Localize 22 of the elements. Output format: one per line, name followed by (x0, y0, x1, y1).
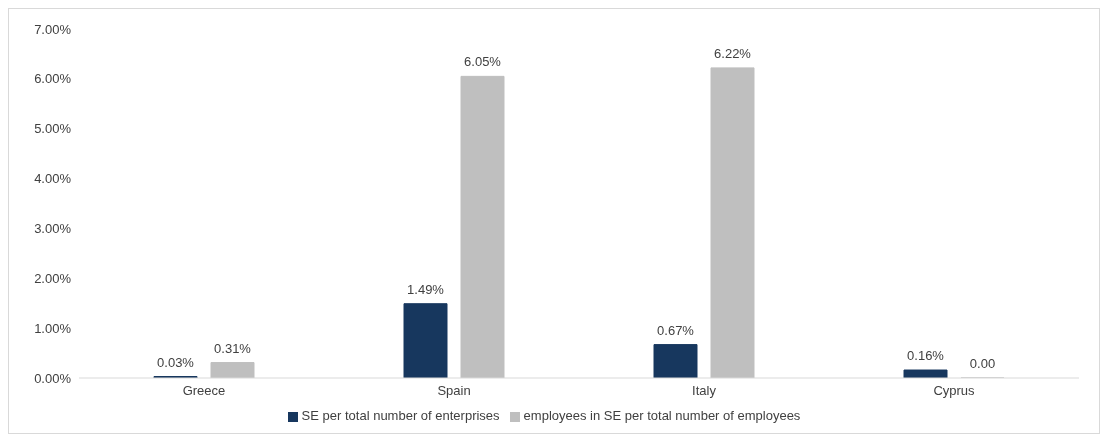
legend-label: employees in SE per total number of employees (523, 408, 801, 423)
y-tick-label: 3.00% (34, 221, 72, 237)
y-tick-label: 2.00% (34, 270, 72, 286)
data-label: 0.00 (969, 356, 996, 371)
x-tick-label: Spain (437, 383, 471, 399)
data-label: 6.05% (464, 54, 502, 70)
data-label: 0.31% (214, 340, 252, 356)
y-tick-label: 1.00% (34, 320, 72, 336)
y-tick-label: 5.00% (34, 121, 72, 137)
legend-label: SE per total number of enterprises (301, 408, 500, 423)
x-tick-label: Greece (182, 383, 226, 399)
data-label: 0.03% (157, 354, 195, 370)
data-label: 0.16% (907, 348, 945, 364)
x-tick-label: Cyprus (933, 383, 976, 399)
data-label: 1.49% (407, 281, 445, 297)
y-tick-label: 6.00% (34, 71, 72, 87)
x-tick-label: Italy (692, 383, 717, 399)
data-label: 0.67% (657, 322, 695, 338)
data-label: 6.22% (714, 45, 752, 61)
y-tick-label: 7.00% (34, 21, 72, 37)
y-tick-label: 4.00% (34, 171, 72, 187)
y-tick-label: 0.00% (34, 370, 72, 386)
